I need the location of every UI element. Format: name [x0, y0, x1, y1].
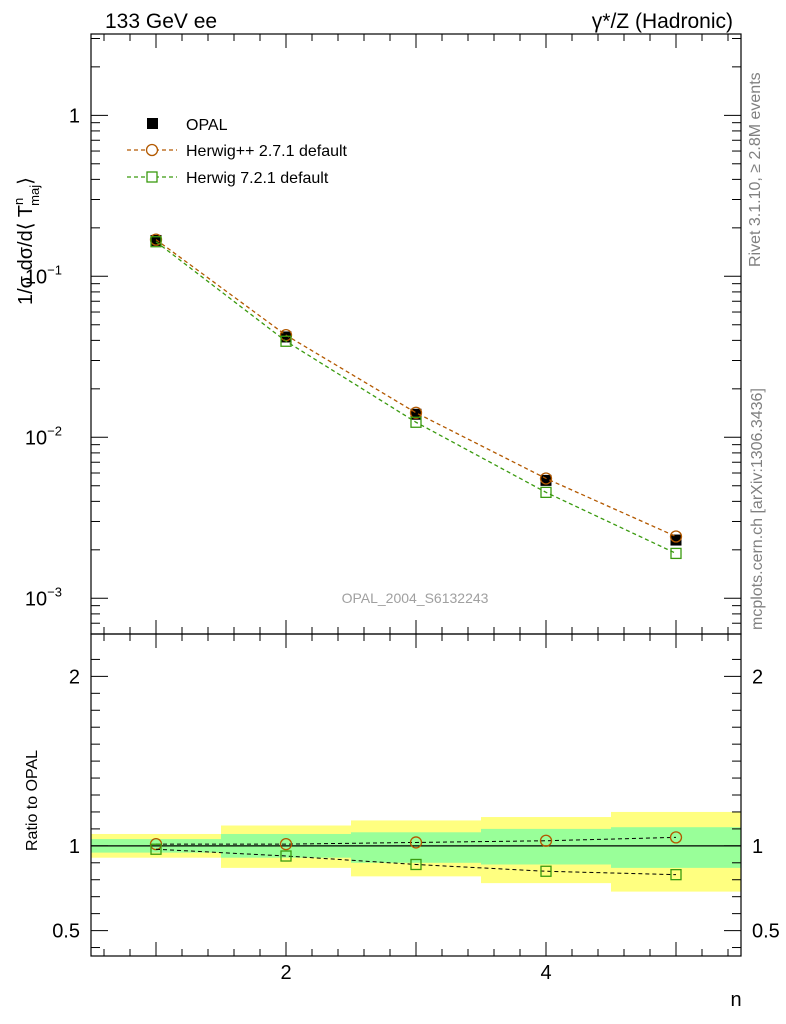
ratio-stat-band-bin [611, 827, 741, 868]
data-point [410, 408, 422, 420]
ratio-y-tick-label-right: 0.5 [752, 921, 780, 943]
data-point [670, 534, 682, 546]
data-point [280, 331, 292, 343]
ratio-data-point [410, 858, 422, 871]
data-point [669, 530, 683, 543]
data-point [410, 416, 422, 428]
ratio-data-point [540, 865, 552, 877]
header-left-label: 133 GeV ee [105, 10, 217, 33]
y-tick-label: 1 [69, 105, 80, 127]
x-tick-label: 4 [540, 962, 551, 984]
x-tick-label: 2 [280, 962, 291, 984]
ratio-y-tick-label-right: 2 [752, 666, 763, 688]
ratio-series-line [155, 848, 677, 876]
rivet-version-label: Rivet 3.1.10, ≥ 2.8M events [747, 72, 764, 267]
data-point [539, 472, 553, 485]
legend-label-herwig7: Herwig 7.2.1 default [186, 170, 329, 187]
ratio-plot-frame [90, 633, 742, 957]
ratio-data-point [539, 834, 553, 847]
y-tick-label: 10−2 [25, 423, 62, 449]
ratio-y-tick-label: 1 [69, 836, 80, 858]
series-line [155, 239, 677, 538]
ratio-y-tick-label: 2 [69, 666, 80, 688]
ratio-data-point [669, 831, 683, 844]
ratio-y-tick-label-right: 1 [752, 836, 763, 858]
legend-marker-herwigpp [145, 143, 159, 157]
y-tick-label: 10−1 [25, 262, 62, 288]
data-point [280, 335, 292, 347]
ratio-series-line [156, 836, 677, 845]
analysis-watermark: OPAL_2004_S6132243 [342, 590, 489, 606]
data-point [540, 486, 552, 499]
header-right-label: γ*/Z (Hadronic) [592, 10, 733, 33]
ratio-y-tick-label: 0.5 [52, 921, 80, 943]
ratio-y-axis-title: Ratio to OPAL [24, 750, 41, 851]
ratio-uncertainty-bands [91, 811, 741, 892]
axis-ticks [91, 34, 741, 956]
data-point [540, 474, 552, 486]
legend-label-opal: OPAL [186, 117, 228, 134]
legend-marker-opal [147, 118, 158, 129]
tick-labels: 2 4 1 10−1 10−2 10−3 0.5 0.5 1 1 2 2 [25, 105, 780, 984]
main-y-axis-title: 1/σ dσ/d⟨ Tnmaj⟩ [11, 177, 42, 305]
x-axis-title: n [730, 989, 741, 1011]
ratio-data-point [150, 843, 162, 855]
legend-marker-herwig7 [146, 171, 158, 183]
y-tick-label: 10−3 [25, 584, 62, 610]
data-point [150, 234, 162, 246]
ratio-data-point [280, 850, 292, 862]
series-line [155, 241, 677, 554]
data-point [670, 547, 682, 560]
ratio-data-point [409, 836, 423, 849]
data-point [409, 406, 423, 419]
ratio-data-point [279, 837, 293, 851]
legend-label-herwigpp: Herwig++ 2.7.1 default [186, 143, 348, 160]
data-series [149, 233, 683, 881]
legend: OPAL Herwig++ 2.7.1 default Herwig 7.2.1… [127, 117, 348, 187]
data-point [150, 236, 162, 248]
ratio-data-point [670, 869, 682, 881]
mcplots-reference-label: mcplots.cern.ch [arXiv:1306.3436] [749, 388, 766, 630]
